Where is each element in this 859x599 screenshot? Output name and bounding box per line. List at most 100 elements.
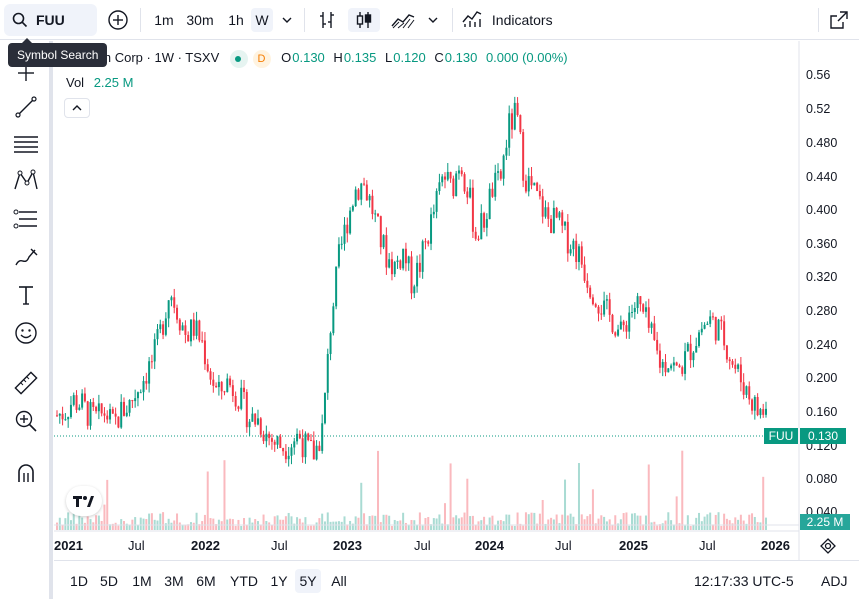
volume-bar [162, 512, 165, 530]
brush-tool[interactable] [10, 241, 42, 273]
indicators-button[interactable]: Indicators [462, 8, 558, 32]
volume-bar [170, 522, 173, 530]
volume-bar [307, 525, 310, 530]
delayed-data-badge[interactable]: D [252, 50, 271, 68]
range-ytd[interactable]: YTD [230, 573, 258, 589]
candle-body [407, 256, 410, 264]
time-tick-label: Jul [555, 538, 572, 553]
candle-body [212, 379, 215, 386]
volume-bar [234, 525, 237, 530]
volume-bar [510, 525, 513, 530]
candle-body [209, 371, 212, 380]
range-3m[interactable]: 3M [164, 573, 184, 589]
candle-body [709, 316, 712, 324]
symbol-search-box[interactable]: FUU [4, 4, 97, 36]
magnet-tool[interactable] [10, 457, 42, 489]
volume-bar [625, 512, 628, 530]
volume-bar [558, 523, 561, 530]
range-1d[interactable]: 1D [70, 573, 88, 589]
text-tool[interactable] [10, 279, 42, 311]
range-5d[interactable]: 5D [100, 573, 118, 589]
candlestick-icon [356, 12, 372, 28]
candle-body [510, 113, 513, 130]
volume-bar [195, 512, 198, 530]
crosshair-tool[interactable] [10, 57, 42, 89]
range-5y[interactable]: 5Y [295, 569, 321, 593]
ruler-tool[interactable] [10, 367, 42, 399]
candle-body [631, 312, 634, 314]
interval-1m[interactable]: 1m [154, 12, 174, 28]
candle-body [159, 324, 162, 330]
volume-bar [427, 517, 430, 530]
range-6m[interactable]: 6M [196, 573, 216, 589]
interval-dropdown[interactable] [278, 8, 296, 32]
chart-type-dropdown[interactable] [424, 8, 442, 32]
candle-body [240, 387, 243, 409]
bar-chart-type-button[interactable] [312, 8, 342, 32]
volume-bar [296, 517, 299, 530]
volume-bar [189, 522, 192, 530]
candles-chart-type-button[interactable] [348, 8, 380, 32]
interval-w[interactable]: W [251, 8, 273, 32]
compare-add-button[interactable] [106, 8, 130, 32]
price-tick-label: 0.160 [806, 405, 838, 419]
volume-bar [636, 515, 639, 530]
volume-bar [753, 516, 756, 530]
tradingview-logo[interactable] [66, 486, 102, 516]
volume-bar [117, 525, 120, 530]
volume-badge: 2.25 M [800, 514, 850, 530]
volume-bar [323, 521, 326, 530]
range-1m[interactable]: 1M [132, 573, 152, 589]
volume-bar [128, 524, 131, 530]
volume-bar [460, 517, 463, 530]
range-all[interactable]: All [331, 573, 347, 589]
candle-body [128, 399, 131, 413]
candle-body [195, 320, 198, 336]
candle-body [114, 413, 117, 417]
range-1y[interactable]: 1Y [270, 573, 288, 589]
time-tick-label: 2026 [761, 538, 790, 553]
price-chart[interactable] [54, 41, 859, 560]
time-axis-settings-button[interactable] [819, 538, 837, 557]
market-status-indicator[interactable] [229, 50, 248, 68]
volume-bar [672, 524, 675, 530]
candle-body [488, 188, 491, 220]
volume-bar [421, 525, 424, 530]
close-label: C [434, 50, 444, 66]
open-in-new-window-button[interactable] [828, 8, 850, 32]
interval-1h[interactable]: 1h [228, 12, 244, 28]
volume-bar [698, 512, 701, 530]
collapse-legend-button[interactable] [64, 98, 90, 118]
candle-body [220, 381, 223, 392]
adjust-button[interactable]: ADJ [821, 573, 848, 589]
candle-body [430, 214, 433, 244]
candle-body [368, 195, 371, 201]
candle-body [276, 436, 279, 445]
volume-bar [122, 521, 125, 530]
zoom-tool[interactable] [10, 405, 42, 437]
candle-body [700, 328, 703, 333]
clock-timezone[interactable]: 12:17:33 UTC-5 [694, 573, 794, 589]
candle-body [284, 451, 287, 460]
candle-body [296, 433, 299, 442]
candle-body [686, 343, 689, 352]
candle-body [134, 398, 137, 402]
fib-retracement-tool[interactable] [10, 129, 42, 161]
pattern-tool[interactable] [10, 165, 42, 197]
candle-body [122, 401, 125, 416]
candle-body [622, 321, 625, 326]
volume-bar [681, 450, 684, 530]
trend-line-tool[interactable] [10, 91, 42, 123]
forecast-icon [13, 209, 37, 229]
volume-bar [594, 523, 597, 530]
volume-bar [653, 521, 656, 530]
candle-body [340, 243, 343, 245]
emoji-tool[interactable] [10, 317, 42, 349]
volume-bar [502, 521, 505, 530]
candle-body [720, 319, 723, 322]
area-chart-type-button[interactable] [388, 8, 418, 32]
volume-bar [92, 522, 95, 530]
interval-30m[interactable]: 30m [186, 12, 214, 28]
forecasting-tool[interactable] [10, 203, 42, 235]
candle-body [544, 207, 547, 217]
